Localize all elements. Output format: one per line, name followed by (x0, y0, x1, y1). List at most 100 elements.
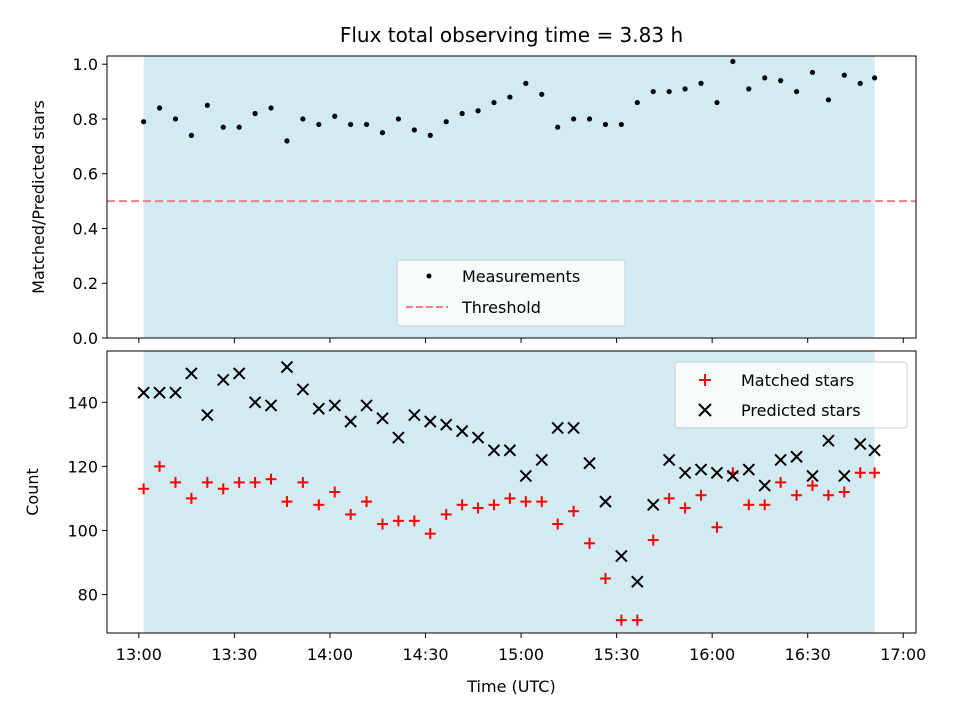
predicted-star-point (822, 434, 835, 447)
predicted-star-point (854, 437, 867, 451)
predicted-star-point (678, 466, 692, 479)
bottom-x-tick-label: 17:00 (880, 645, 926, 664)
predicted-star-point (185, 367, 198, 380)
measurement-point (188, 132, 195, 138)
predicted-star-point (631, 575, 644, 588)
matched-star-point (806, 480, 818, 492)
chart-title: Flux total observing time = 3.83 h (340, 23, 683, 47)
bottom-x-ticks: 13:00 13:30 14:00 14:30 15:00 15:30 16:00 16:30… (116, 633, 926, 664)
matched-star-point (456, 499, 468, 511)
predicted-star-point (408, 408, 421, 422)
predicted-star-point (280, 360, 294, 374)
bottom-panel: 80 100 120 140 13:00 13:30 14:00 14:30 15:00 15:… (23, 350, 926, 696)
measurement-point (539, 91, 545, 97)
predicted-star-point (567, 421, 580, 435)
measurement-point (682, 86, 688, 92)
measurement-point (491, 99, 497, 106)
measurement-point (586, 116, 593, 122)
predicted-star-point (344, 415, 357, 428)
matched-star-point (759, 499, 771, 511)
measurement-point (634, 99, 640, 106)
measurement-point (220, 124, 226, 130)
measurement-point (475, 108, 481, 114)
matched-star-point (679, 502, 691, 514)
top-x-ticks (138, 338, 904, 343)
measurement-point (427, 132, 433, 138)
measurement-point (252, 110, 258, 117)
measurement-point (523, 80, 529, 86)
measurement-point (730, 58, 736, 65)
matched-star-point (599, 573, 611, 585)
predicted-star-point (424, 415, 437, 428)
predicted-stars-legend-marker (698, 403, 712, 417)
bottom-x-tick-label: 16:00 (689, 645, 735, 664)
measurement-point (602, 121, 609, 128)
measurement-point (395, 116, 402, 122)
predicted-star-point (551, 421, 564, 435)
bottom-x-tick-label: 14:00 (307, 645, 353, 664)
predicted-star-point (153, 386, 166, 399)
measurement-point (411, 127, 417, 133)
measurements-legend-marker (426, 273, 432, 279)
predicted-star-point (392, 431, 405, 444)
matched-star-point (743, 499, 755, 511)
measurement-point (857, 80, 863, 86)
measurement-point (379, 130, 386, 136)
matched-star-point (233, 476, 245, 488)
matched-star-point (329, 486, 341, 498)
measurement-point (204, 102, 210, 108)
matched-star-point (440, 508, 452, 520)
matched-star-point (408, 515, 420, 527)
bottom-y-axis-label: Count (23, 468, 42, 516)
measurement-point (156, 105, 163, 111)
predicted-star-point (742, 463, 755, 476)
matched-star-point (249, 476, 261, 488)
measurement-point (507, 94, 513, 100)
matched-star-point (711, 521, 723, 533)
top-plot-frame (106, 55, 917, 339)
top-legend: Measurements Threshold (396, 259, 626, 327)
measurement-point (300, 116, 306, 122)
matched-star-point (568, 505, 580, 517)
bottom-x-tick-label: 15:00 (498, 645, 544, 664)
measurement-point (172, 116, 179, 122)
matched-star-point (631, 614, 643, 626)
predicted-star-point (662, 453, 676, 467)
predicted-star-point (774, 453, 787, 467)
matched-star-point (584, 537, 596, 549)
matched-star-point (154, 460, 166, 472)
matched-star-point (791, 489, 803, 501)
matched-star-point (663, 492, 675, 504)
predicted-star-point (487, 444, 501, 457)
matched-star-point (488, 499, 500, 511)
measurement-point (363, 121, 370, 128)
measurement-point (698, 80, 704, 86)
measurement-point (825, 97, 832, 103)
bottom-y-tick-label: 80 (78, 586, 98, 605)
matched-star-point (615, 614, 627, 626)
predicted-star-point (439, 418, 453, 431)
bottom-legend-box (674, 361, 908, 429)
matched-star-point (345, 508, 357, 520)
predicted-star-point (615, 549, 628, 563)
top-legend-box (396, 259, 626, 327)
measurement-point (348, 121, 354, 128)
top-measurement-points (141, 58, 878, 144)
predicted-star-point (868, 444, 881, 457)
bottom-y-tick-label: 140 (67, 393, 98, 412)
top-y-ticks: 0.0 0.2 0.4 0.6 0.8 1.0 (73, 55, 107, 348)
top-y-tick-label: 0.8 (73, 110, 98, 129)
predicted-star-point (726, 469, 740, 483)
measurement-point (459, 110, 465, 117)
predicted-stars-points (137, 360, 881, 588)
matched-star-point (201, 476, 213, 488)
measurements-legend-label: Measurements (462, 267, 580, 286)
measurement-point (332, 113, 338, 119)
measurement-point (871, 75, 878, 81)
measurement-point (618, 121, 624, 128)
bottom-x-tick-label: 16:30 (785, 645, 831, 664)
measurement-point (316, 121, 322, 128)
measurement-point (443, 119, 449, 125)
matched-star-point (695, 489, 707, 501)
top-y-axis-label: Matched/Predicted stars (29, 100, 48, 294)
